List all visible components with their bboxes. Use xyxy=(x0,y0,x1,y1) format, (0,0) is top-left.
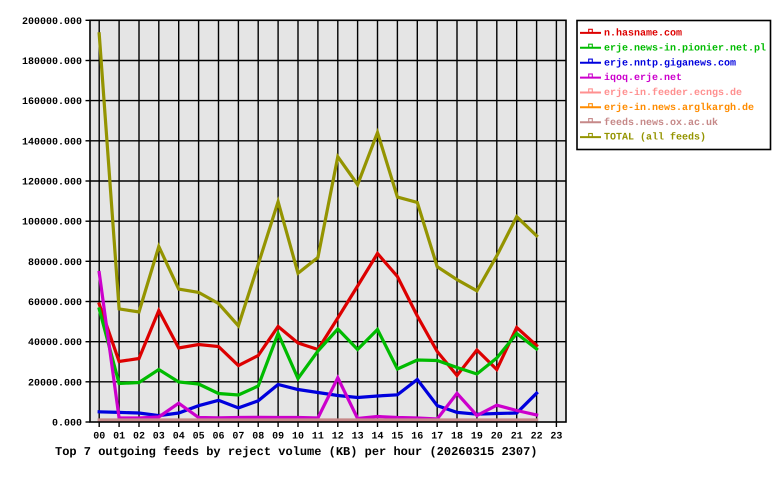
svg-text:140000.000: 140000.000 xyxy=(22,137,82,148)
svg-text:21: 21 xyxy=(511,432,523,443)
svg-text:12: 12 xyxy=(332,432,344,443)
svg-text:80000.000: 80000.000 xyxy=(28,258,82,269)
svg-text:08: 08 xyxy=(252,432,264,443)
svg-text:20000.000: 20000.000 xyxy=(28,378,82,389)
svg-text:160000.000: 160000.000 xyxy=(22,97,82,108)
svg-text:17: 17 xyxy=(431,432,443,443)
svg-text:feeds.news.ox.ac.uk: feeds.news.ox.ac.uk xyxy=(604,117,718,129)
svg-text:11: 11 xyxy=(312,432,324,443)
svg-text:200000.000: 200000.000 xyxy=(22,17,82,28)
svg-text:40000.000: 40000.000 xyxy=(28,338,82,349)
svg-text:13: 13 xyxy=(352,432,364,443)
svg-text:n.hasname.com: n.hasname.com xyxy=(604,28,682,40)
svg-text:23: 23 xyxy=(550,432,562,443)
svg-text:14: 14 xyxy=(371,432,383,443)
svg-text:erje-in.feeder.ecngs.de: erje-in.feeder.ecngs.de xyxy=(604,87,742,99)
svg-text:erje-in.news.arglkargh.de: erje-in.news.arglkargh.de xyxy=(604,102,754,114)
svg-text:0.000: 0.000 xyxy=(52,419,82,430)
svg-text:10: 10 xyxy=(292,432,304,443)
svg-text:22: 22 xyxy=(531,432,543,443)
svg-text:05: 05 xyxy=(193,432,205,443)
svg-text:15: 15 xyxy=(391,432,403,443)
svg-text:03: 03 xyxy=(153,432,165,443)
svg-text:20: 20 xyxy=(491,432,503,443)
svg-text:erje.news-in.pionier.net.pl: erje.news-in.pionier.net.pl xyxy=(604,42,766,54)
svg-text:100000.000: 100000.000 xyxy=(22,218,82,229)
svg-text:01: 01 xyxy=(113,432,125,443)
svg-text:180000.000: 180000.000 xyxy=(22,57,82,68)
svg-text:04: 04 xyxy=(173,432,185,443)
svg-text:16: 16 xyxy=(411,432,423,443)
svg-text:18: 18 xyxy=(451,432,463,443)
svg-text:09: 09 xyxy=(272,432,284,443)
svg-text:19: 19 xyxy=(471,432,483,443)
svg-text:erje.nntp.giganews.com: erje.nntp.giganews.com xyxy=(604,57,736,69)
svg-text:Top 7 outgoing feeds by reject: Top 7 outgoing feeds by reject volume (K… xyxy=(55,445,537,459)
svg-text:00: 00 xyxy=(93,432,105,443)
svg-text:06: 06 xyxy=(212,432,224,443)
svg-text:02: 02 xyxy=(133,432,145,443)
svg-text:TOTAL (all feeds): TOTAL (all feeds) xyxy=(604,132,706,144)
svg-text:120000.000: 120000.000 xyxy=(22,178,82,189)
svg-text:60000.000: 60000.000 xyxy=(28,298,82,309)
svg-text:07: 07 xyxy=(232,432,244,443)
svg-text:iqoq.erje.net: iqoq.erje.net xyxy=(604,72,682,84)
